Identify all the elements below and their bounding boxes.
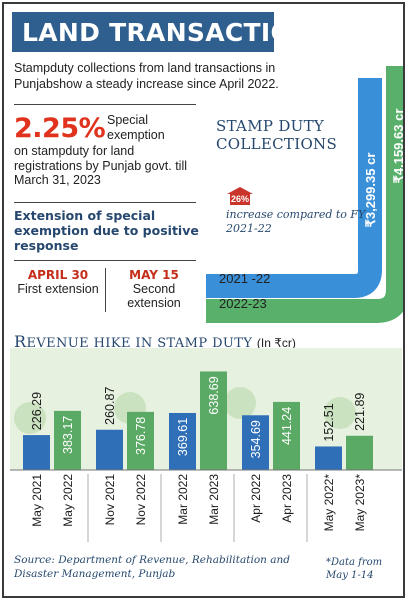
stamp-duty-title-line: COLLECTIONS <box>216 135 338 153</box>
revenue-bar <box>127 411 154 470</box>
intro-text: Stampduty collections from land transact… <box>14 61 279 91</box>
category-label: May 2021 <box>30 474 44 527</box>
bar-value-label: 383.17 <box>61 416 75 454</box>
extension-heading: Extension of special exemption due to po… <box>14 208 199 253</box>
revenue-chart: 226.29 May 2021 383.17 May 2022 260.87 Nov 20… <box>10 348 402 542</box>
stamp-duty-title-line: STAMP DUTY <box>216 117 325 135</box>
exemption-text: on stampduty for land registrations by P… <box>14 144 188 187</box>
revenue-bar <box>169 412 196 470</box>
extension-label: First extension <box>17 282 99 296</box>
revenue-bar <box>273 401 300 470</box>
extension-first: APRIL 30 First extension <box>12 268 104 296</box>
tree-icon <box>324 397 356 429</box>
bar-value-label: 354.69 <box>249 420 263 458</box>
stamp-duty-title: STAMP DUTY COLLECTIONS <box>216 117 337 153</box>
category-label: Mar 2022 <box>176 474 190 525</box>
bar-value-label: 638.69 <box>207 376 221 414</box>
category-label: May 2023* <box>353 474 367 532</box>
tree-icon <box>224 387 256 419</box>
increase-text: increase compared to FY 2021-22 <box>226 208 366 235</box>
bar-value-label: 221.89 <box>353 393 367 431</box>
revenue-bar <box>23 435 50 470</box>
bar-label-2021-22: 2021 -22 <box>219 271 271 286</box>
category-label: Nov 2021 <box>103 474 117 526</box>
category-label: May 2022* <box>322 474 336 532</box>
footnote: *Data from May 1-14 <box>326 557 383 581</box>
tree-icon <box>14 402 46 434</box>
extension-label: Second extension <box>127 282 181 310</box>
category-label: May 2022 <box>61 474 75 527</box>
bar-value-label: 152.51 <box>322 403 336 441</box>
revenue-bar <box>200 371 227 470</box>
extension-date: MAY 15 <box>129 268 179 282</box>
bar-value-label: 369.61 <box>176 418 190 456</box>
bar-value-label: 376.78 <box>134 417 148 455</box>
bar-value-label: 441.24 <box>280 407 294 445</box>
revenue-unit: (In ₹cr) <box>256 336 296 350</box>
stamp-duty-value-2022-23: ₹4,159.63 cr <box>391 109 405 184</box>
revenue-title-text: EVENUE HIKE IN STAMP DUTY <box>26 336 253 351</box>
revenue-bar <box>54 410 81 470</box>
stamp-duty-bar-2021-22 <box>206 78 382 298</box>
page-title: LAND TRANSACTIONS <box>22 17 332 47</box>
bar-value-label: 226.29 <box>30 392 44 430</box>
exemption-side-text: Special exemption <box>107 113 165 142</box>
category-label: Apr 2023 <box>280 474 294 523</box>
bar-value-label: 260.87 <box>103 387 117 425</box>
category-label: Mar 2023 <box>207 474 221 525</box>
divider-line <box>14 260 196 261</box>
divider-line <box>14 202 196 203</box>
category-label: Apr 2022 <box>249 474 263 523</box>
house-icon: 26% <box>227 187 253 205</box>
revenue-chart-title: REVENUE HIKE IN STAMP DUTY (In ₹cr) <box>14 332 296 351</box>
exemption-percent: 2.25% <box>14 113 106 144</box>
source-note: Source: Department of Revenue, Rehabilit… <box>14 554 290 580</box>
revenue-bar <box>242 415 269 470</box>
divider-line <box>14 104 196 105</box>
title-banner: LAND TRANSACTIONS <box>12 12 331 52</box>
extension-second: MAY 15 Second extension <box>108 268 200 310</box>
revenue-title-initial: R <box>14 332 27 351</box>
extension-date: APRIL 30 <box>27 268 89 282</box>
revenue-bar <box>315 446 342 470</box>
revenue-bar <box>96 429 123 470</box>
increase-badge: 26% <box>231 194 249 204</box>
extension-divider <box>105 268 106 312</box>
revenue-bars: 226.29 May 2021 383.17 May 2022 260.87 Nov 20… <box>10 371 402 542</box>
revenue-bar <box>346 435 373 470</box>
bar-label-2022-23: 2022-23 <box>219 296 267 311</box>
category-label: Nov 2022 <box>134 474 148 526</box>
